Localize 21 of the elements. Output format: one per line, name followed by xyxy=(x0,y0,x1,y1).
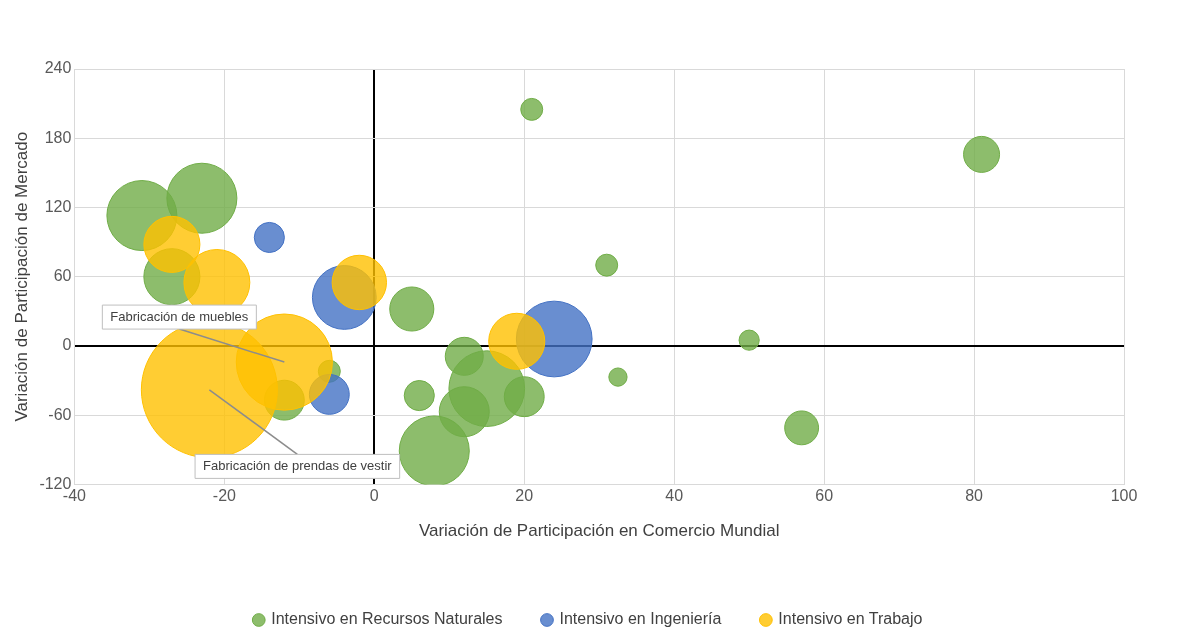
x-tick-label: 100 xyxy=(1110,487,1138,505)
x-axis-title: Variación de Participación en Comercio Mundial xyxy=(418,521,780,541)
y-tick-label: 60 xyxy=(53,267,72,285)
x-tick-label: 0 xyxy=(369,487,379,505)
annotation: Fabricación de prendas de vestir xyxy=(203,457,393,473)
y-tick-label: 240 xyxy=(44,59,72,77)
x-tick-label: 80 xyxy=(965,487,984,505)
legend-label: Intensivo en Ingeniería xyxy=(559,610,722,628)
annotation: Fabricación de muebles xyxy=(110,308,249,324)
x-tick-label: 40 xyxy=(665,487,684,505)
legend-label: Intensivo en Trabajo xyxy=(778,610,923,628)
x-tick-label: -20 xyxy=(212,487,237,505)
y-tick-label: 0 xyxy=(62,336,72,354)
y-tick-label: 180 xyxy=(44,128,72,146)
y-axis-title: Variación de Participación de Mercado xyxy=(11,131,31,422)
x-tick-label: 60 xyxy=(815,487,834,505)
legend-label: Intensivo en Recursos Naturales xyxy=(271,610,503,628)
y-tick-label: -120 xyxy=(39,474,72,492)
y-tick-label: 120 xyxy=(44,197,72,215)
y-tick-label: -60 xyxy=(48,405,72,423)
x-tick-label: 20 xyxy=(515,487,534,505)
